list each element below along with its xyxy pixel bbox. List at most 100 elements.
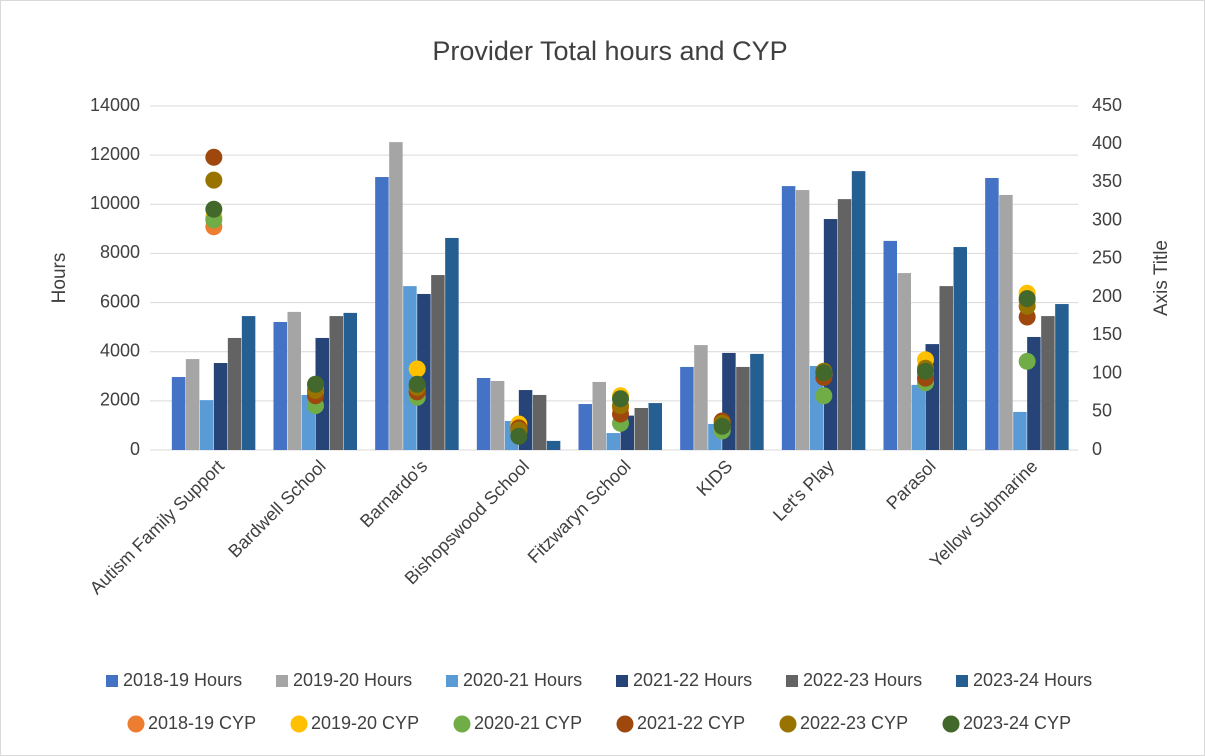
- legend-swatch: [106, 675, 118, 687]
- bar: [680, 366, 694, 450]
- cyp-dot: [1018, 290, 1036, 308]
- cyp-dot: [815, 364, 833, 382]
- bar: [213, 363, 228, 450]
- legend-label: 2019-20 CYP: [311, 713, 419, 733]
- cyp-dot: [1018, 352, 1036, 370]
- bar: [985, 177, 999, 450]
- bar: [287, 311, 301, 450]
- bar: [241, 316, 256, 450]
- legend-swatch: [453, 715, 471, 733]
- bar: [171, 377, 186, 450]
- y2-tick-label: 100: [1092, 362, 1122, 382]
- y2-tick-label: 300: [1092, 209, 1122, 229]
- bar: [329, 316, 343, 450]
- bar: [939, 286, 953, 450]
- cyp-dot: [917, 362, 934, 380]
- y2-tick-label: 200: [1092, 286, 1122, 306]
- y-tick-label: 8000: [100, 242, 140, 262]
- bar: [694, 345, 708, 450]
- y-tick-label: 4000: [100, 340, 140, 360]
- bar: [546, 440, 561, 450]
- bar: [953, 247, 967, 450]
- legend-swatch: [446, 675, 458, 687]
- legend-swatch: [276, 675, 288, 687]
- bar: [490, 380, 505, 450]
- y2-tick-label: 350: [1092, 171, 1122, 191]
- legend-swatch: [779, 715, 797, 733]
- bar: [897, 273, 911, 450]
- bar: [781, 186, 796, 451]
- cyp-dot: [713, 417, 731, 435]
- bar: [648, 403, 662, 450]
- y-tick-label: 10000: [90, 193, 140, 213]
- bar: [375, 177, 389, 451]
- legend-label: 2019-20 Hours: [293, 670, 412, 690]
- bar: [476, 378, 491, 450]
- legend-swatch: [956, 675, 968, 687]
- bar: [273, 321, 287, 450]
- y2-tick-label: 0: [1092, 439, 1102, 459]
- legend-label: 2023-24 Hours: [973, 670, 1092, 690]
- bar: [736, 366, 750, 450]
- bar: [911, 384, 925, 450]
- cyp-dot: [612, 390, 629, 408]
- y2-tick-label: 50: [1092, 401, 1112, 421]
- bar: [227, 337, 242, 450]
- legend-label: 2020-21 CYP: [474, 713, 582, 733]
- y2-tick-label: 250: [1092, 248, 1122, 268]
- y-tick-label: 2000: [100, 390, 140, 410]
- bar: [999, 194, 1013, 450]
- y-tick-label: 6000: [100, 291, 140, 311]
- legend-label: 2023-24 CYP: [963, 713, 1071, 733]
- legend-label: 2018-19 Hours: [123, 670, 242, 690]
- y2-tick-label: 150: [1092, 324, 1122, 344]
- cyp-dot: [408, 360, 426, 378]
- bar: [851, 171, 866, 450]
- legend-label: 2021-22 Hours: [633, 670, 752, 690]
- cyp-dot: [307, 375, 324, 393]
- bar: [592, 381, 606, 450]
- legend-label: 2020-21 Hours: [463, 670, 582, 690]
- cyp-dot: [815, 387, 833, 405]
- bar: [343, 312, 357, 450]
- legend-swatch: [942, 715, 960, 733]
- bar: [606, 433, 620, 450]
- y-tick-label: 0: [130, 439, 140, 459]
- legend-label: 2022-23 Hours: [803, 670, 922, 690]
- legend-label: 2022-23 CYP: [800, 713, 908, 733]
- y2-tick-label: 450: [1092, 95, 1122, 115]
- legend-swatch: [616, 715, 634, 733]
- cyp-dot: [205, 148, 223, 166]
- legend-label: 2018-19 CYP: [148, 713, 256, 733]
- cyp-dot: [205, 171, 223, 189]
- bar: [445, 237, 459, 450]
- bar: [823, 219, 838, 450]
- bar: [883, 240, 897, 450]
- bar: [795, 190, 810, 450]
- bar: [1013, 411, 1027, 450]
- legend-swatch: [127, 715, 145, 733]
- bar: [1041, 316, 1055, 450]
- cyp-dot: [408, 375, 426, 393]
- bar: [199, 400, 214, 450]
- bar: [389, 142, 403, 450]
- bar: [837, 199, 852, 450]
- y-tick-label: 12000: [90, 144, 140, 164]
- bar: [431, 275, 445, 450]
- legend-swatch: [786, 675, 798, 687]
- y-axis-label: Hours: [49, 253, 70, 304]
- bar: [634, 407, 648, 450]
- cyp-dot: [205, 200, 223, 218]
- bar: [532, 394, 547, 450]
- bar: [1055, 304, 1069, 450]
- y2-tick-label: 400: [1092, 133, 1122, 153]
- legend-swatch: [616, 675, 628, 687]
- bar: [185, 359, 200, 450]
- bar: [750, 353, 764, 450]
- bar: [809, 365, 824, 450]
- legend-label: 2021-22 CYP: [637, 713, 745, 733]
- legend-swatch: [290, 715, 308, 733]
- y2-axis-label: Axis Title: [1151, 240, 1172, 316]
- chart-title: Provider Total hours and CYP: [432, 36, 787, 66]
